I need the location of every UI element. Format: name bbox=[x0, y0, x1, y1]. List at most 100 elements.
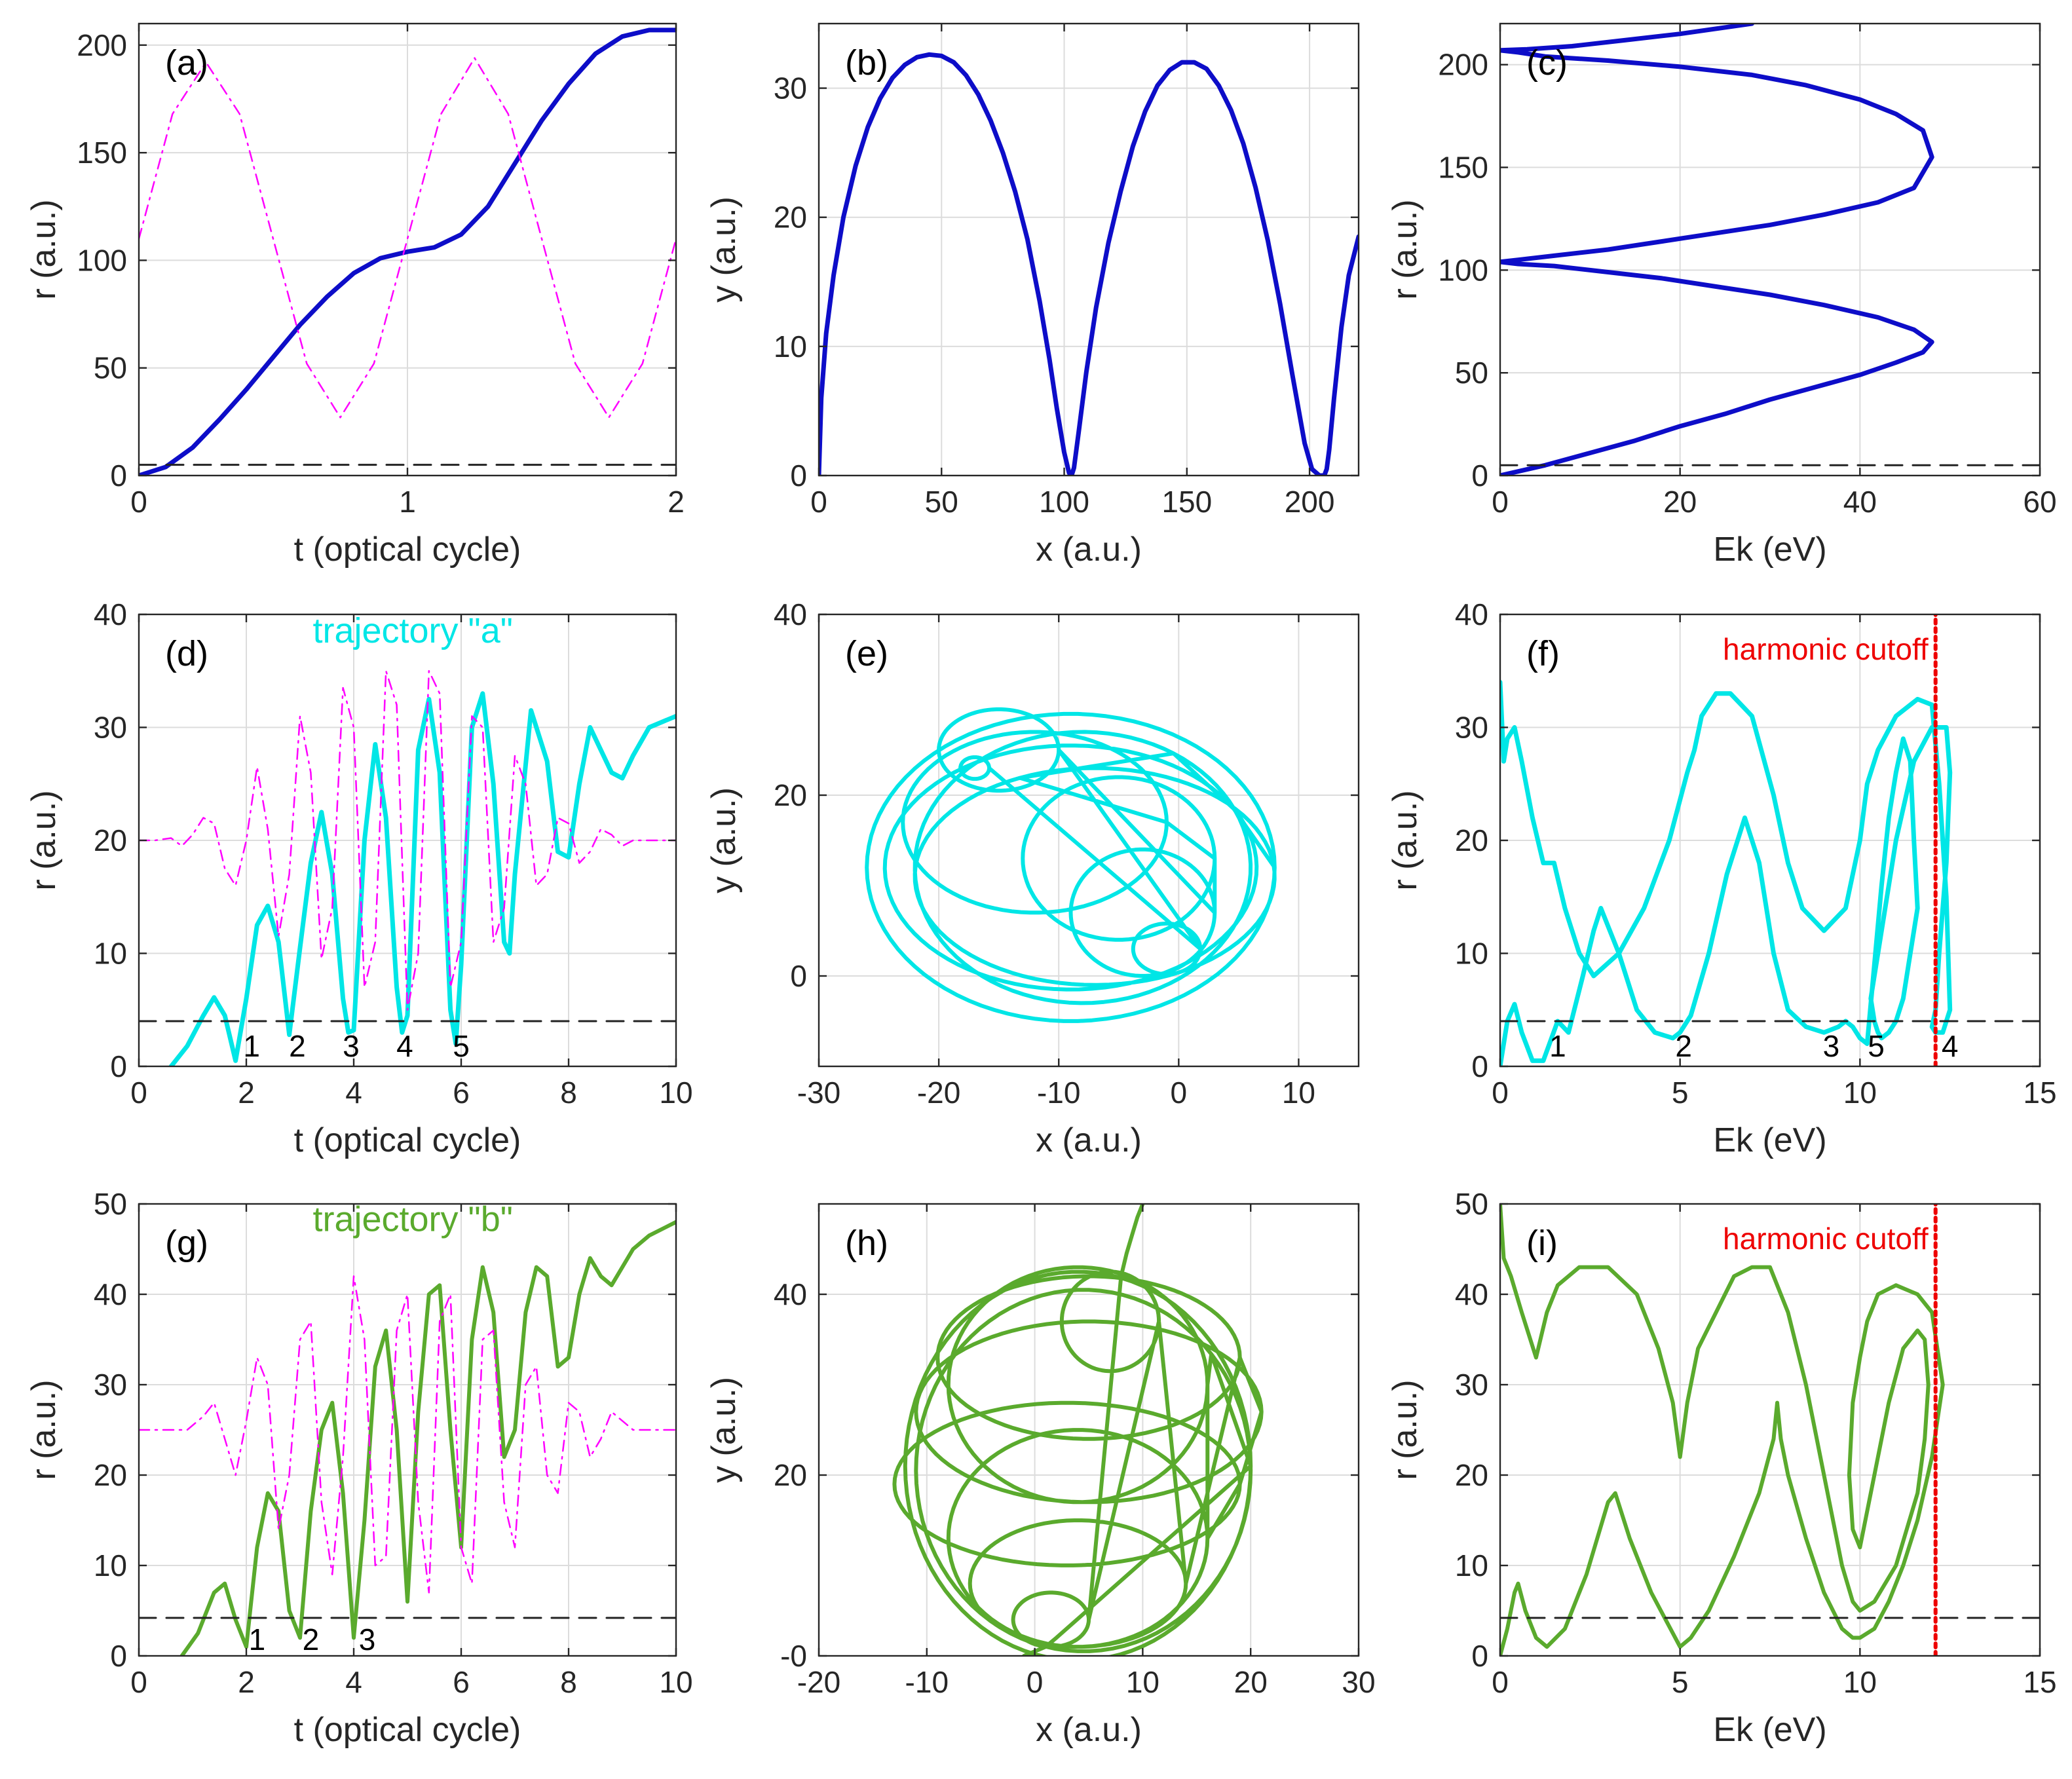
y-axis-title: r (a.u.) bbox=[1386, 1379, 1424, 1480]
y-tick-label: 100 bbox=[1438, 253, 1488, 287]
x-tick-label: 0 bbox=[1171, 1076, 1188, 1110]
cutoff-label: harmonic cutoff bbox=[1723, 632, 1929, 666]
panel-label: (a) bbox=[165, 43, 208, 83]
x-tick-label: -10 bbox=[1037, 1076, 1080, 1110]
y-tick-label: 20 bbox=[774, 778, 807, 812]
y-tick-label: 40 bbox=[774, 597, 807, 631]
axes-frame-g bbox=[138, 1203, 677, 1657]
series-trajectory bbox=[819, 52, 1359, 476]
x-tick-label: 0 bbox=[1492, 1665, 1509, 1699]
x-tick-label: 0 bbox=[1492, 485, 1509, 519]
y-tick-label: 0 bbox=[1471, 1639, 1488, 1673]
series-r-vs-ek bbox=[1500, 680, 1953, 1066]
y-tick-label: 20 bbox=[774, 1458, 807, 1492]
y-axis-title: r (a.u.) bbox=[25, 199, 63, 299]
x-tick-label: 10 bbox=[1282, 1076, 1315, 1110]
y-tick-label: 30 bbox=[774, 71, 807, 105]
y-tick-label: 200 bbox=[77, 28, 127, 62]
panel-h: -20 -10 0 10 20 30 -0 20 40 x (a.u.) y (a.u.) (h) bbox=[705, 1203, 1376, 1749]
x-axis-title: Ek (eV) bbox=[1713, 531, 1826, 569]
plot-area-a bbox=[139, 28, 676, 476]
x-axis-title: Ek (eV) bbox=[1713, 1711, 1826, 1749]
annotation-number: 3 bbox=[343, 1029, 360, 1063]
axes-frame-c bbox=[1499, 22, 2041, 477]
y-tick-label: -0 bbox=[780, 1639, 807, 1673]
y-tick-label: 20 bbox=[94, 823, 127, 857]
series-trajectory-h bbox=[892, 1204, 1264, 1656]
plot-area-h bbox=[892, 1204, 1264, 1656]
y-tick-label: 30 bbox=[94, 711, 127, 745]
y-tick-label: 200 bbox=[1438, 48, 1488, 82]
annotation-number: 4 bbox=[1942, 1029, 1959, 1063]
panel-i: 0 5 10 15 0 10 20 30 40 50 Ek (eV) r (a.u.) (i) harmo… bbox=[1386, 1187, 2057, 1749]
y-tick-label: 40 bbox=[774, 1277, 807, 1311]
y-tick-label: 50 bbox=[94, 1187, 127, 1221]
series-r-vs-ek bbox=[1500, 1204, 1945, 1656]
axes-frame-b bbox=[818, 22, 1360, 477]
y-axis-title: r (a.u.) bbox=[25, 790, 63, 890]
x-tick-label: 60 bbox=[2023, 485, 2056, 519]
annotation-number: 5 bbox=[1868, 1029, 1885, 1063]
y-tick-label: 30 bbox=[94, 1368, 127, 1402]
series-trajectory-b bbox=[179, 1220, 676, 1656]
y-tick-label: 10 bbox=[1455, 937, 1488, 971]
y-tick-label: 10 bbox=[94, 1548, 127, 1582]
annotation-number: 1 bbox=[1549, 1029, 1566, 1063]
y-tick-label: 20 bbox=[1455, 823, 1488, 857]
x-tick-label: 2 bbox=[668, 485, 685, 519]
y-tick-label: 0 bbox=[790, 459, 807, 493]
plot-area-e bbox=[865, 707, 1277, 1023]
y-tick-label: 50 bbox=[1455, 356, 1488, 390]
annotation-number: 4 bbox=[396, 1029, 413, 1063]
x-axis-title: x (a.u.) bbox=[1036, 531, 1142, 569]
y-tick-label: 30 bbox=[1455, 1368, 1488, 1402]
x-tick-label: 8 bbox=[560, 1665, 577, 1699]
panel-label: (h) bbox=[845, 1224, 888, 1263]
plot-area-c bbox=[1500, 24, 2040, 476]
series-trajectory-a bbox=[168, 691, 676, 1066]
series-r-t- bbox=[139, 28, 676, 476]
x-tick-label: 2 bbox=[238, 1665, 255, 1699]
series-trajectory-e bbox=[865, 707, 1277, 1023]
annotation-number: 1 bbox=[243, 1029, 260, 1063]
y-tick-label: 30 bbox=[1455, 711, 1488, 745]
x-tick-label: 100 bbox=[1039, 485, 1089, 519]
series-laser-field bbox=[139, 1275, 676, 1594]
x-tick-label: 4 bbox=[345, 1665, 362, 1699]
y-tick-label: 0 bbox=[110, 1049, 127, 1083]
y-tick-label: 40 bbox=[1455, 597, 1488, 631]
annotation-number: 5 bbox=[453, 1029, 470, 1063]
y-tick-label: 20 bbox=[94, 1458, 127, 1492]
panel-label: (e) bbox=[845, 634, 888, 673]
x-tick-label: 0 bbox=[1492, 1076, 1509, 1110]
x-tick-label: 5 bbox=[1672, 1076, 1689, 1110]
y-tick-label: 0 bbox=[1471, 1049, 1488, 1083]
annotation-number: 2 bbox=[289, 1029, 306, 1063]
panel-c: 0 20 40 60 0 50 100 150 200 Ek (eV) r (a.u.) (c) bbox=[1386, 22, 2057, 569]
x-tick-label: 10 bbox=[659, 1665, 692, 1699]
panel-d: 0 2 4 6 8 10 0 10 20 30 40 t (optical cycle) r (a.u.… bbox=[25, 597, 693, 1159]
y-tick-label: 0 bbox=[1471, 459, 1488, 493]
panel-label: (i) bbox=[1526, 1224, 1558, 1263]
x-tick-label: 0 bbox=[130, 1076, 147, 1110]
plot-area-i bbox=[1500, 1204, 2040, 1656]
y-axis-title: y (a.u.) bbox=[705, 787, 743, 893]
x-axis-title: Ek (eV) bbox=[1713, 1121, 1826, 1159]
y-tick-label: 100 bbox=[77, 243, 127, 277]
plot-area-b bbox=[819, 52, 1359, 476]
y-axis-title: y (a.u.) bbox=[705, 197, 743, 303]
x-tick-label: 40 bbox=[1843, 485, 1877, 519]
x-axis-title: x (a.u.) bbox=[1036, 1711, 1142, 1749]
y-tick-label: 10 bbox=[94, 937, 127, 971]
panel-label: (g) bbox=[165, 1224, 208, 1263]
x-tick-label: 10 bbox=[1126, 1665, 1159, 1699]
y-tick-label: 40 bbox=[1455, 1277, 1488, 1311]
x-tick-label: 4 bbox=[345, 1076, 362, 1110]
annotation-number: 3 bbox=[1823, 1029, 1840, 1063]
annotation-number: 2 bbox=[303, 1622, 320, 1657]
y-axis-title: r (a.u.) bbox=[25, 1379, 63, 1480]
x-axis-title: t (optical cycle) bbox=[294, 1121, 521, 1159]
